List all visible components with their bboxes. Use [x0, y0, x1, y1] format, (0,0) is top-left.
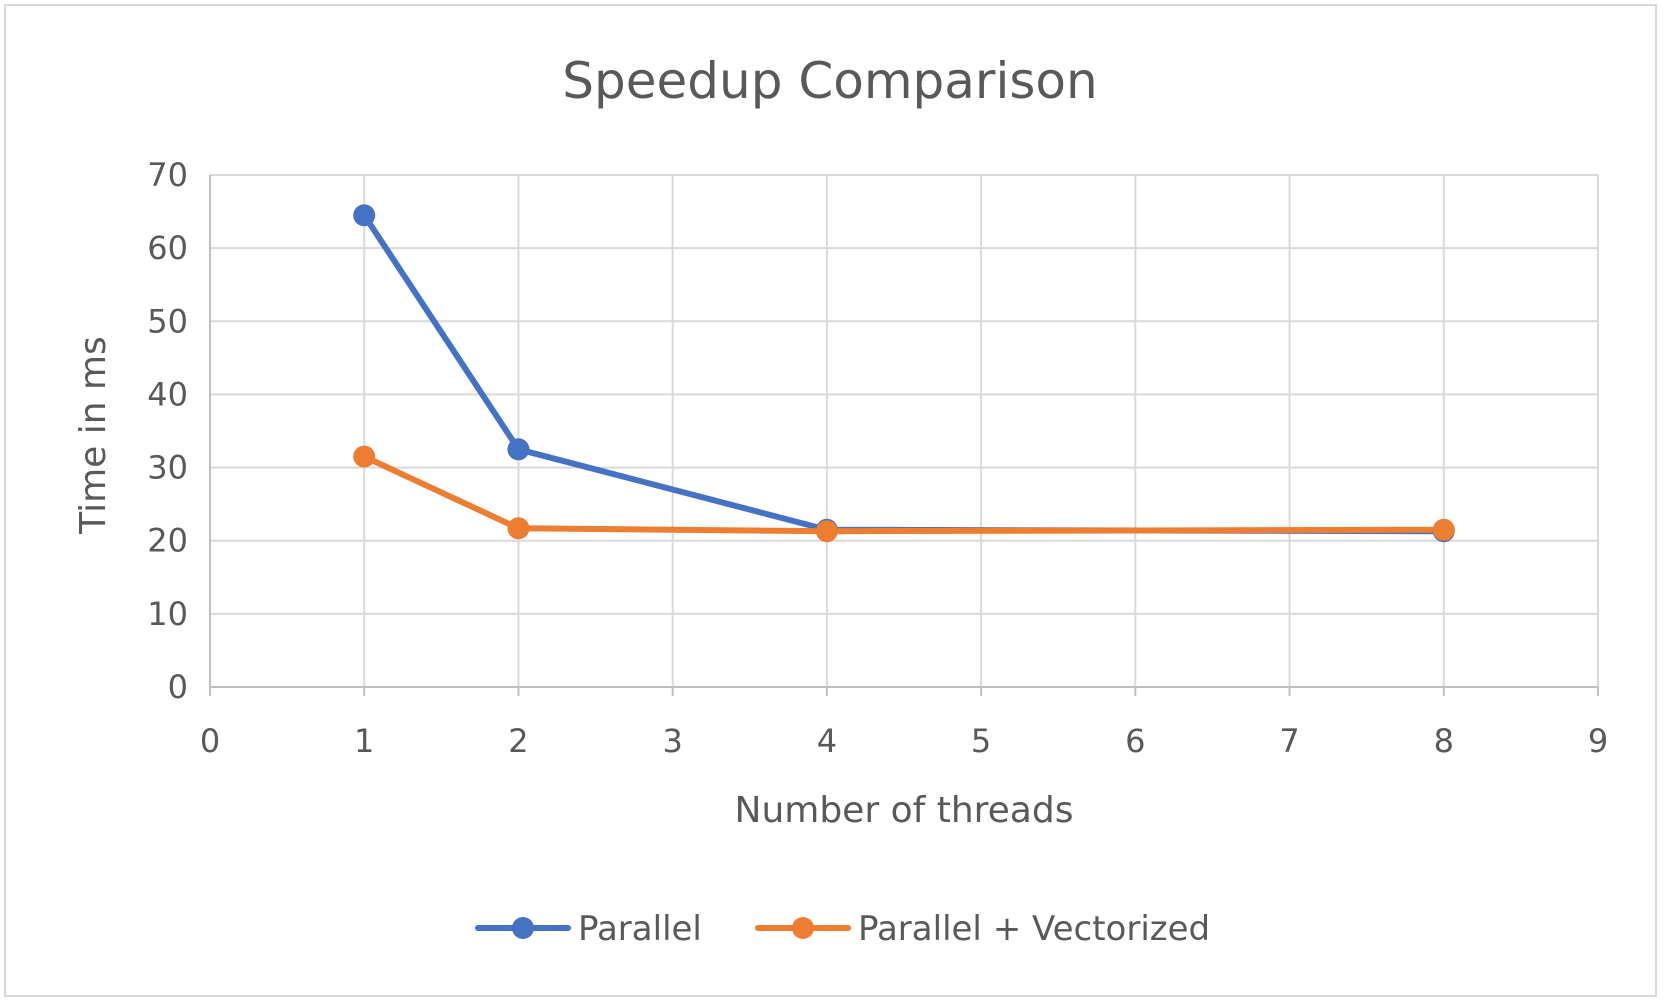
legend-label: Parallel	[578, 909, 702, 949]
x-tick-label: 3	[662, 722, 682, 760]
y-tick-label: 10	[147, 595, 188, 633]
x-tick-label: 6	[1125, 722, 1145, 760]
series-line-1	[361, 453, 1447, 535]
legend-swatch-marker	[512, 917, 534, 939]
legend-swatch-marker	[792, 917, 814, 939]
y-tick-label: 30	[147, 449, 188, 487]
legend-label: Parallel + Vectorized	[858, 909, 1210, 949]
axes	[209, 175, 1599, 696]
x-tick-label: 4	[817, 722, 837, 760]
y-tick-label: 40	[147, 375, 188, 413]
chart-title: Speedup Comparison	[562, 52, 1097, 110]
x-tick-label: 1	[354, 722, 374, 760]
chart-frame	[4, 4, 1657, 997]
series-0-point	[507, 438, 530, 461]
series-0-point	[353, 204, 376, 227]
x-tick-label: 9	[1588, 722, 1608, 760]
y-tick-label: 20	[147, 522, 188, 560]
series-1-point	[815, 520, 838, 543]
x-tick-label: 5	[971, 722, 991, 760]
y-tick-label: 70	[147, 156, 188, 194]
x-tick-label: 2	[508, 722, 528, 760]
series-1-point	[1432, 518, 1455, 541]
series-1-point	[353, 445, 376, 468]
x-tick-label: 7	[1279, 722, 1299, 760]
legend: Parallel Parallel + Vectorized	[475, 909, 1210, 949]
y-tick-label: 50	[147, 302, 188, 340]
series-1-point	[507, 517, 530, 540]
x-tick-label: 0	[200, 722, 220, 760]
legend-item-1: Parallel + Vectorized	[755, 909, 1210, 949]
x-axis-label: Number of threads	[735, 790, 1074, 831]
y-tick-label: 0	[168, 668, 188, 706]
x-tick-label: 8	[1434, 722, 1454, 760]
y-axis-label: Time in ms	[73, 336, 114, 535]
y-tick-label: 60	[147, 229, 188, 267]
series	[353, 204, 1455, 543]
series-line-0	[361, 212, 1447, 535]
grid	[210, 174, 1599, 687]
legend-item-0: Parallel	[475, 909, 702, 949]
tick-labels: 0 10 20 30 40 50 60 70 0 1 2 3 4 5 6 7 8 9	[147, 156, 1608, 760]
